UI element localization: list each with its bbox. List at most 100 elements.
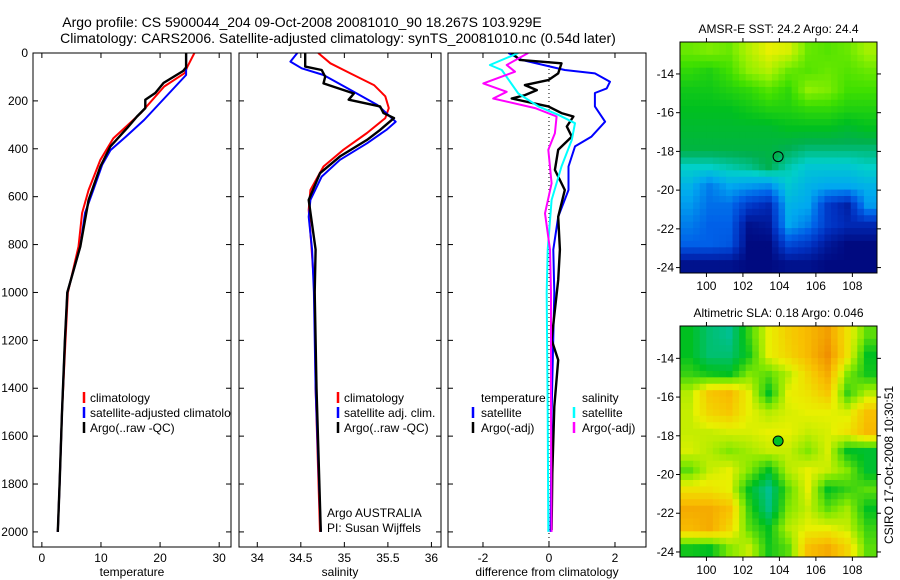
map-cell <box>758 106 766 113</box>
map-cell <box>778 112 786 120</box>
map-cell <box>732 460 740 468</box>
map-cell <box>831 112 838 120</box>
legend-label: Argo(-adj) <box>481 421 534 435</box>
map-cell <box>712 486 720 494</box>
map-cell <box>686 422 694 430</box>
map-cell <box>824 403 832 410</box>
map-cell <box>745 473 753 481</box>
map-cell <box>824 183 832 190</box>
map-cell <box>817 370 825 378</box>
map-cell <box>870 112 878 120</box>
map-cell <box>831 80 838 88</box>
map-cell <box>791 460 799 468</box>
map-cell <box>680 125 687 133</box>
map-cell <box>785 138 793 146</box>
map-cell <box>824 447 832 455</box>
map-cell <box>863 351 871 359</box>
map-cell <box>811 131 819 139</box>
map-cell <box>804 93 812 101</box>
map-cell <box>752 144 760 152</box>
map-cell <box>798 531 806 539</box>
map-cell <box>699 170 707 178</box>
map-cell <box>771 221 779 229</box>
map-cell <box>732 54 740 62</box>
map-cell <box>857 480 865 487</box>
map-cell <box>791 345 799 353</box>
map-cell <box>798 486 806 494</box>
map-cell <box>765 544 773 551</box>
map-cell <box>758 370 766 378</box>
map-cell <box>693 253 701 261</box>
y-tick-label: -22 <box>657 506 675 520</box>
map-cell <box>712 338 720 346</box>
map-cell <box>804 67 812 75</box>
map-cell <box>680 377 687 385</box>
map-cell <box>844 505 852 513</box>
map-cell <box>791 183 799 190</box>
map-cell <box>804 228 812 235</box>
map-cell <box>771 332 779 340</box>
map-cell <box>680 144 687 152</box>
map-cell <box>752 234 760 242</box>
map-cell <box>732 364 740 372</box>
map-cell <box>837 202 845 210</box>
map-cell <box>778 454 786 462</box>
map-cell <box>791 524 799 532</box>
map-cell <box>798 403 806 410</box>
map-cell <box>712 460 720 468</box>
map-cell <box>771 499 779 507</box>
map-cell <box>752 377 760 385</box>
map-cell <box>712 505 720 513</box>
map-cell <box>844 260 852 267</box>
map-cell <box>745 492 753 500</box>
map-cell <box>804 422 812 430</box>
map-cell <box>778 170 786 178</box>
map-cell <box>765 338 773 346</box>
map-cell <box>811 512 819 519</box>
map-cell <box>706 338 714 346</box>
map-cell <box>844 202 852 210</box>
map-cell <box>699 422 707 430</box>
map-cell <box>844 326 852 333</box>
map-cell <box>765 454 773 462</box>
map-cell <box>857 240 865 248</box>
map-cell <box>804 332 812 340</box>
map-cell <box>758 499 766 507</box>
map-cell <box>844 74 852 81</box>
map-cell <box>686 247 694 255</box>
map-cell <box>798 67 806 75</box>
map-cell <box>719 473 727 481</box>
map-cell <box>699 383 707 391</box>
map-cell <box>791 138 799 146</box>
map-cell <box>752 215 760 223</box>
map-cell <box>857 170 865 178</box>
map-cell <box>765 492 773 500</box>
map-cell <box>758 266 766 274</box>
map-cell <box>712 67 720 75</box>
map-cell <box>719 441 727 449</box>
map-cell <box>824 112 832 120</box>
map-cell <box>863 370 871 378</box>
map-cell <box>732 157 740 165</box>
map-cell <box>706 240 714 248</box>
map-cell <box>785 176 793 184</box>
map-cell <box>706 505 714 513</box>
map-cell <box>837 215 845 223</box>
map-cell <box>680 112 687 120</box>
map-cell <box>778 196 786 203</box>
series-line-temperature-satellite <box>507 53 611 532</box>
map-cell <box>706 364 714 372</box>
map-cell <box>758 537 766 545</box>
map-cell <box>758 80 766 88</box>
map-cell <box>863 332 871 340</box>
map-cell <box>824 138 832 146</box>
map-cell <box>712 93 720 101</box>
map-cell <box>778 326 786 333</box>
map-cell <box>712 441 720 449</box>
map-cell <box>680 396 687 404</box>
map-cell <box>791 61 799 69</box>
map-cell <box>785 518 793 526</box>
map-cell <box>758 505 766 513</box>
map-cell <box>857 524 865 532</box>
map-cell <box>719 208 727 216</box>
